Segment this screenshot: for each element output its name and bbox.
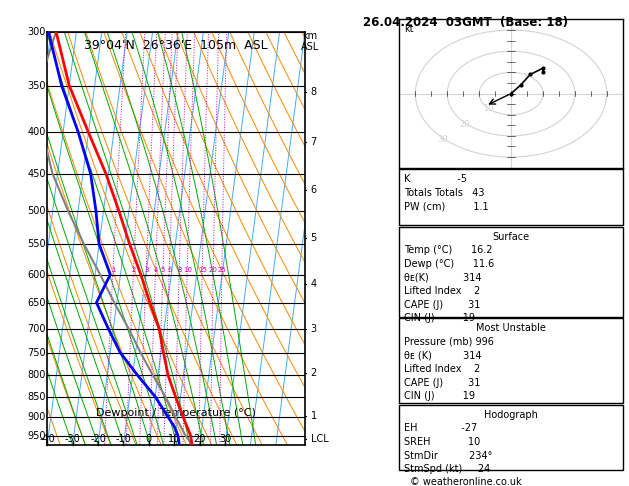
Text: -10: -10 [116,434,131,444]
Text: θᴇ(K)           314: θᴇ(K) 314 [404,273,482,283]
Text: EH              -27: EH -27 [404,423,477,434]
Text: 300: 300 [28,27,46,36]
Text: 650: 650 [28,297,46,308]
Text: K               -5: K -5 [404,174,467,184]
Text: 6: 6 [311,185,317,195]
Text: 1: 1 [311,411,317,421]
Text: 39°04'N  26°36'E  105m  ASL: 39°04'N 26°36'E 105m ASL [84,39,268,52]
Text: 1: 1 [111,267,115,273]
Text: 10: 10 [483,104,493,113]
Text: 600: 600 [28,270,46,279]
Text: 8: 8 [311,87,317,97]
Text: CAPE (J)        31: CAPE (J) 31 [404,378,481,388]
Text: LCL: LCL [311,434,328,444]
Text: 7: 7 [311,137,317,147]
Text: 0: 0 [146,434,152,444]
Text: 10: 10 [168,434,181,444]
Text: CAPE (J)        31: CAPE (J) 31 [404,300,481,310]
Text: Totals Totals   43: Totals Totals 43 [404,188,485,198]
Text: Lifted Index    2: Lifted Index 2 [404,286,481,296]
Text: 450: 450 [28,169,46,179]
Text: CIN (J)         19: CIN (J) 19 [404,391,476,401]
Text: 6: 6 [167,267,172,273]
Text: -30: -30 [65,434,81,444]
Text: © weatheronline.co.uk: © weatheronline.co.uk [409,477,521,486]
Text: 850: 850 [28,392,46,401]
Text: Dewpoint / Temperature (°C): Dewpoint / Temperature (°C) [96,407,256,417]
Text: 25: 25 [218,267,226,273]
Text: -40: -40 [39,434,55,444]
Text: -20: -20 [90,434,106,444]
Text: 900: 900 [28,412,46,422]
Text: km
ASL: km ASL [301,31,320,52]
Text: 750: 750 [27,348,46,358]
Text: Pressure (mb) 996: Pressure (mb) 996 [404,337,494,347]
Text: 3: 3 [144,267,148,273]
Text: Surface: Surface [493,232,530,242]
Text: 2: 2 [311,368,317,378]
Text: 550: 550 [27,239,46,249]
Text: SREH            10: SREH 10 [404,437,481,447]
Text: 10: 10 [183,267,192,273]
Text: 4: 4 [311,279,317,289]
Text: StmSpd (kt)     24: StmSpd (kt) 24 [404,464,491,474]
Text: Most Unstable: Most Unstable [476,323,546,333]
Text: 3: 3 [311,324,317,334]
Text: 4: 4 [153,267,158,273]
Text: 350: 350 [28,81,46,90]
Text: 20: 20 [194,434,206,444]
Text: 700: 700 [28,324,46,333]
Text: 20: 20 [460,120,470,129]
Text: StmDir          234°: StmDir 234° [404,451,493,461]
Text: 30: 30 [219,434,231,444]
Text: Lifted Index    2: Lifted Index 2 [404,364,481,374]
Text: 950: 950 [28,431,46,441]
Text: 5: 5 [161,267,165,273]
Text: Dewp (°C)      11.6: Dewp (°C) 11.6 [404,259,494,269]
Text: 15: 15 [198,267,207,273]
Text: Hodograph: Hodograph [484,410,538,420]
Text: 800: 800 [28,370,46,381]
Text: 8: 8 [177,267,182,273]
Text: θᴇ (K)          314: θᴇ (K) 314 [404,350,482,361]
Text: PW (cm)         1.1: PW (cm) 1.1 [404,201,489,211]
Text: Temp (°C)      16.2: Temp (°C) 16.2 [404,245,493,256]
Text: 30: 30 [437,135,447,144]
Text: 26.04.2024  03GMT  (Base: 18): 26.04.2024 03GMT (Base: 18) [363,16,568,29]
Text: 5: 5 [311,233,317,243]
Text: kt: kt [404,24,413,34]
Text: 2: 2 [131,267,136,273]
Text: CIN (J)         19: CIN (J) 19 [404,313,476,324]
Text: 20: 20 [209,267,218,273]
Text: 500: 500 [28,206,46,216]
Text: 400: 400 [28,127,46,138]
